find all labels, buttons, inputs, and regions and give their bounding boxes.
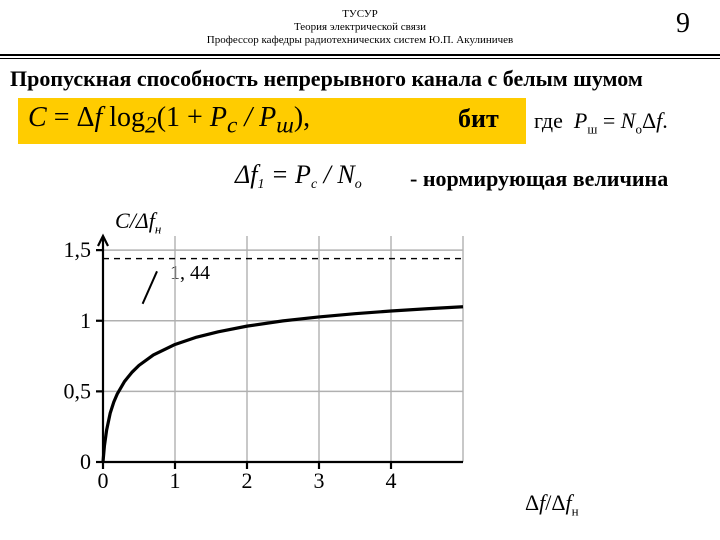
header-prof: Профессор кафедры радиотехнических систе… [0,34,720,47]
x-axis-label: Δf/Δfн [525,490,579,519]
header-inst: ТУСУР [0,8,720,21]
header-rule-thin [0,58,720,59]
header-block: ТУСУР Теория электрической связи Професс… [0,8,720,48]
capacity-chart: 0 1 2 3 4 0 0,5 1 1,5 [55,228,475,498]
svg-text:1: 1 [170,468,181,493]
svg-text:2: 2 [242,468,253,493]
svg-text:1: 1 [80,308,91,333]
svg-text:0: 0 [80,449,91,474]
svg-text:4: 4 [386,468,397,493]
main-formula: C = Δf log2(1 + Pc / Pш), [28,102,310,140]
normalizing-label: - нормирующая величина [410,166,668,192]
header-course: Теория электрической связи [0,21,720,34]
svg-text:3: 3 [314,468,325,493]
page-number: 9 [676,8,690,40]
where-clause: где Pш = NoΔf. [534,108,668,137]
svg-text:1,5: 1,5 [64,237,92,262]
svg-text:0,5: 0,5 [64,378,92,403]
normalizing-formula: Δf1 = Pc / No [235,160,362,193]
page-title: Пропускная способность непрерывного кана… [10,66,710,92]
chart-svg: 0 1 2 3 4 0 0,5 1 1,5 [55,228,475,498]
header-rule-thick [0,54,720,56]
formula-highlight-box: C = Δf log2(1 + Pc / Pш), [18,98,526,144]
svg-text:0: 0 [98,468,109,493]
unit-label: бит [458,104,499,134]
